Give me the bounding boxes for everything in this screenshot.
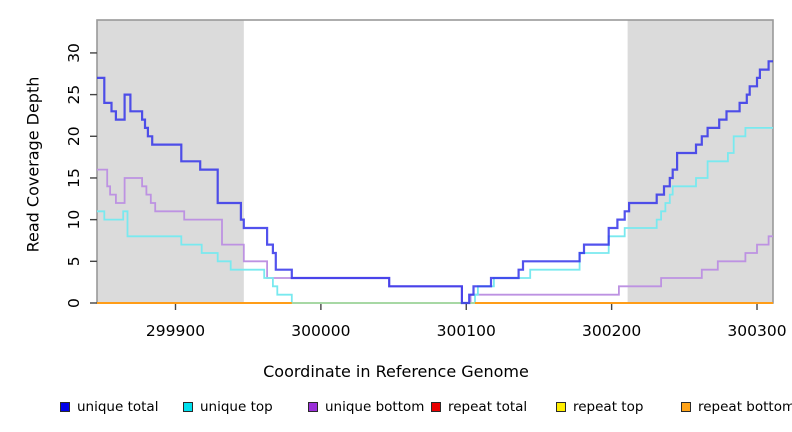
legend-swatch-icon <box>431 402 441 412</box>
x-tick-label: 300300 <box>727 322 786 340</box>
legend-item: repeat total <box>431 399 527 415</box>
legend-swatch-icon <box>183 402 193 412</box>
y-tick-label: 0 <box>65 298 83 308</box>
legend-item: unique top <box>183 399 273 415</box>
series-line-unique-bottom <box>97 168 773 304</box>
legend-label: unique bottom <box>325 399 425 415</box>
shaded-region <box>627 20 773 303</box>
legend-label: repeat top <box>573 399 644 415</box>
y-tick-label: 30 <box>65 43 83 63</box>
x-tick-label: 299900 <box>146 322 205 340</box>
legend-swatch-icon <box>681 402 691 412</box>
legend-item: repeat top <box>556 399 643 415</box>
legend-item: repeat bottom <box>681 399 792 415</box>
y-tick-label: 5 <box>65 256 83 266</box>
legend-swatch-icon <box>60 402 70 412</box>
y-tick-label: 15 <box>65 168 83 188</box>
y-tick-label: 10 <box>65 210 83 230</box>
legend-label: unique top <box>200 399 273 415</box>
legend-label: repeat total <box>448 399 528 415</box>
legend-label: repeat bottom <box>698 399 792 415</box>
legend-item: unique total <box>60 399 158 415</box>
legend-label: unique total <box>77 399 159 415</box>
legend-swatch-icon <box>556 402 566 412</box>
legend-swatch-icon <box>308 402 318 412</box>
x-tick-label: 300200 <box>582 322 641 340</box>
x-tick-label: 300000 <box>291 322 350 340</box>
x-axis-title: Coordinate in Reference Genome <box>263 362 529 381</box>
x-tick-label: 300100 <box>437 322 496 340</box>
y-tick-label: 20 <box>65 126 83 146</box>
y-axis-title: Read Coverage Depth <box>23 76 43 253</box>
series-line-unique-total <box>97 60 773 305</box>
legend-item: unique bottom <box>308 399 424 415</box>
shaded-region <box>97 20 244 303</box>
y-tick-label: 25 <box>65 85 83 105</box>
